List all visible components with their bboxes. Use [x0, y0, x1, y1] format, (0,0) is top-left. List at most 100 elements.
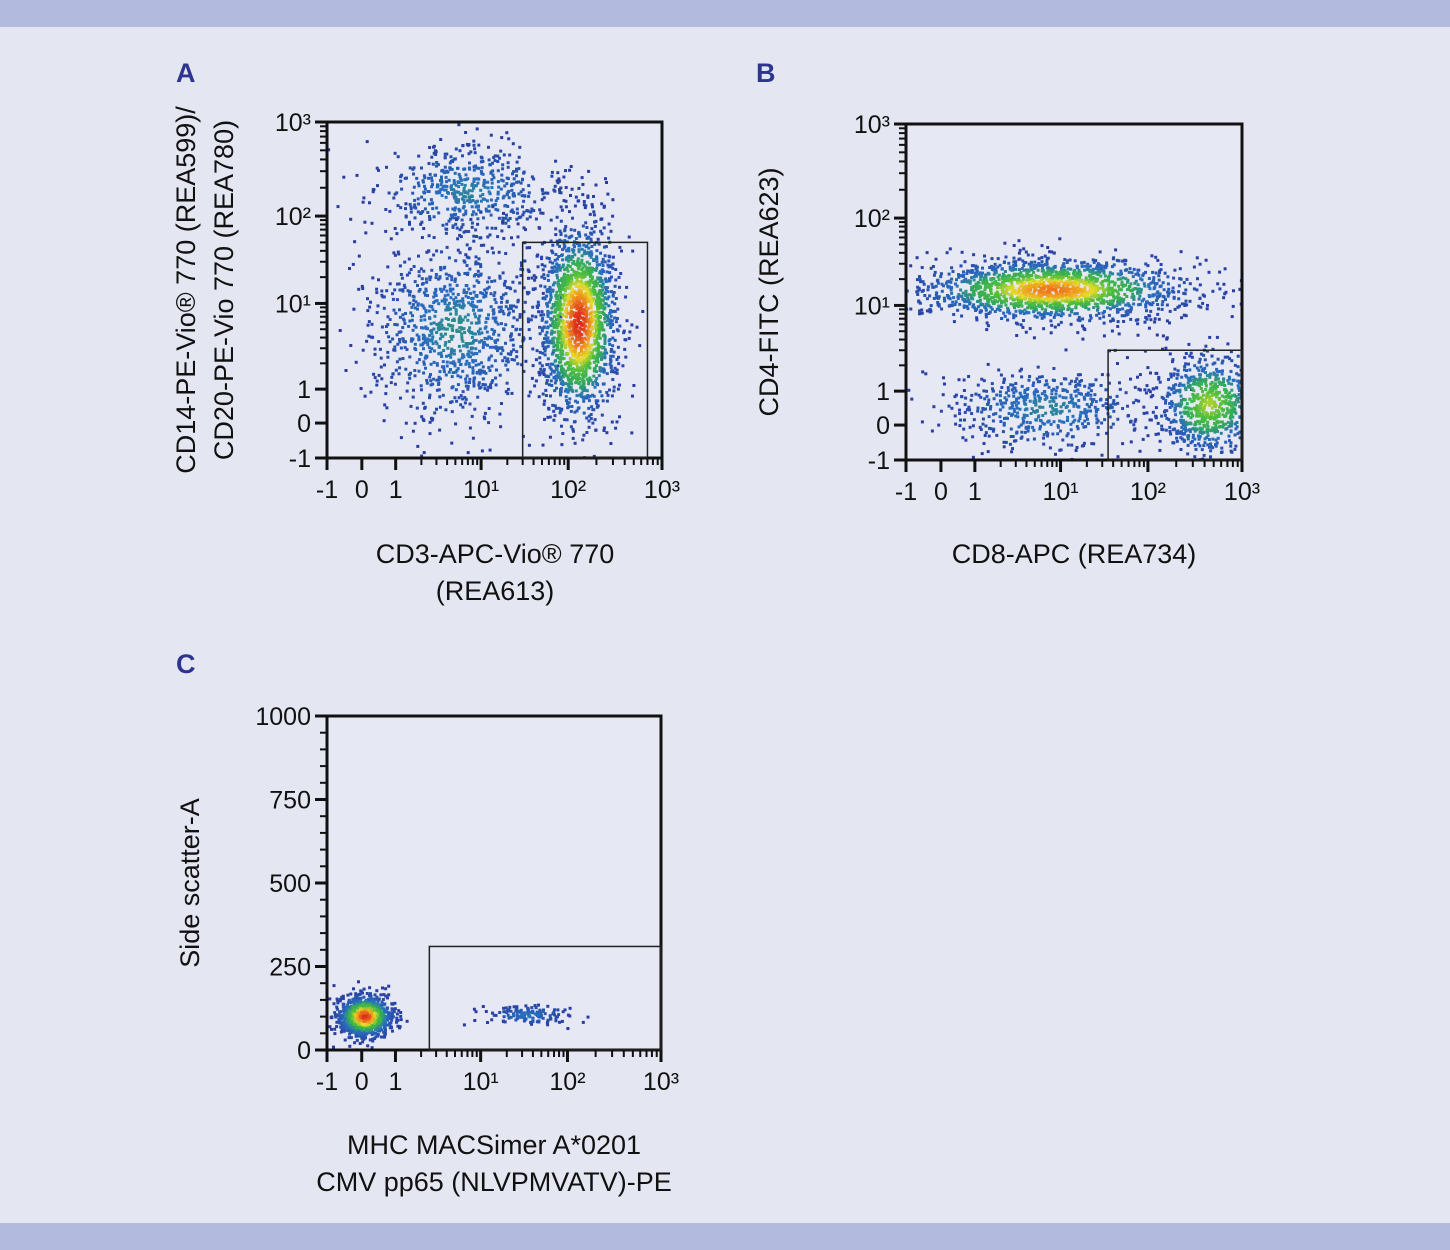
event-point	[506, 357, 510, 361]
event-point	[1085, 278, 1089, 282]
event-point	[569, 165, 573, 168]
event-point	[1026, 272, 1030, 276]
event-point	[470, 189, 474, 193]
event-point	[569, 312, 573, 316]
event-point	[458, 228, 462, 232]
event-point	[566, 402, 569, 406]
event-point	[586, 293, 590, 297]
event-point	[554, 159, 558, 163]
event-point	[965, 299, 969, 303]
event-point	[551, 322, 555, 326]
event-point	[455, 300, 459, 303]
event-point	[454, 422, 458, 426]
event-point	[463, 401, 467, 405]
event-point	[1098, 316, 1102, 320]
event-point	[490, 186, 494, 189]
event-point	[574, 262, 578, 266]
event-point	[493, 159, 497, 163]
event-point	[1003, 270, 1007, 273]
event-point	[1043, 297, 1047, 301]
event-point	[559, 387, 563, 390]
event-point	[1058, 272, 1062, 276]
event-point	[411, 191, 415, 195]
event-point	[575, 409, 579, 413]
event-point	[515, 207, 519, 211]
event-point	[1195, 256, 1199, 260]
event-point	[1049, 273, 1053, 276]
event-point	[527, 194, 531, 198]
event-point	[462, 198, 466, 202]
event-point	[583, 308, 587, 312]
event-point	[523, 300, 527, 304]
event-point	[1003, 298, 1007, 302]
event-point	[584, 204, 588, 208]
event-point	[385, 406, 389, 410]
event-point	[968, 281, 972, 285]
event-point	[483, 386, 487, 390]
event-point	[589, 255, 593, 259]
event-point	[1091, 276, 1095, 279]
event-point	[1019, 296, 1023, 300]
event-point	[975, 285, 979, 289]
event-point	[543, 349, 547, 353]
event-point	[1037, 291, 1041, 295]
x-axis-title-a-line1: CD3-APC-Vio® 770	[376, 539, 615, 569]
event-point	[396, 342, 400, 346]
event-point	[569, 340, 573, 344]
event-point	[1014, 321, 1018, 325]
event-point	[528, 215, 532, 219]
event-point	[451, 292, 455, 296]
event-point	[554, 294, 558, 297]
event-point	[504, 363, 508, 367]
event-point	[393, 345, 397, 349]
event-point	[1201, 293, 1205, 297]
event-point	[545, 330, 549, 334]
event-point	[575, 356, 579, 360]
event-point	[582, 322, 586, 326]
event-point	[563, 239, 567, 243]
event-point	[440, 250, 443, 254]
event-point	[428, 338, 432, 342]
event-point	[551, 340, 555, 343]
event-point	[407, 271, 411, 275]
event-point	[443, 152, 447, 156]
event-point	[591, 393, 594, 397]
event-point	[1073, 259, 1077, 263]
event-point	[419, 315, 423, 319]
event-point	[585, 389, 589, 393]
event-point	[559, 233, 563, 236]
event-point	[977, 272, 981, 276]
event-point	[543, 285, 547, 289]
event-point	[445, 364, 449, 368]
event-point	[540, 255, 544, 259]
event-point	[1003, 314, 1007, 318]
event-point	[1147, 294, 1151, 297]
event-point	[603, 296, 607, 300]
event-point	[528, 246, 532, 250]
event-point	[1090, 299, 1094, 302]
event-point	[962, 304, 966, 308]
event-point	[433, 411, 437, 415]
event-point	[556, 317, 560, 321]
event-point	[445, 327, 449, 331]
event-point	[482, 181, 486, 185]
event-point	[580, 327, 584, 331]
event-point	[1040, 307, 1044, 311]
event-point	[593, 290, 597, 294]
event-point	[473, 147, 477, 151]
event-point	[375, 311, 379, 315]
event-point	[999, 286, 1003, 290]
event-point	[1129, 306, 1133, 310]
event-point	[543, 417, 546, 421]
event-point	[478, 372, 482, 376]
event-point	[1095, 264, 1099, 268]
event-point	[580, 348, 584, 352]
event-point	[577, 368, 581, 372]
event-point	[438, 352, 442, 356]
event-point	[404, 367, 408, 371]
event-point	[527, 276, 530, 280]
event-point	[479, 170, 483, 173]
event-point	[445, 185, 449, 188]
event-point	[551, 403, 555, 407]
event-point	[371, 188, 375, 191]
